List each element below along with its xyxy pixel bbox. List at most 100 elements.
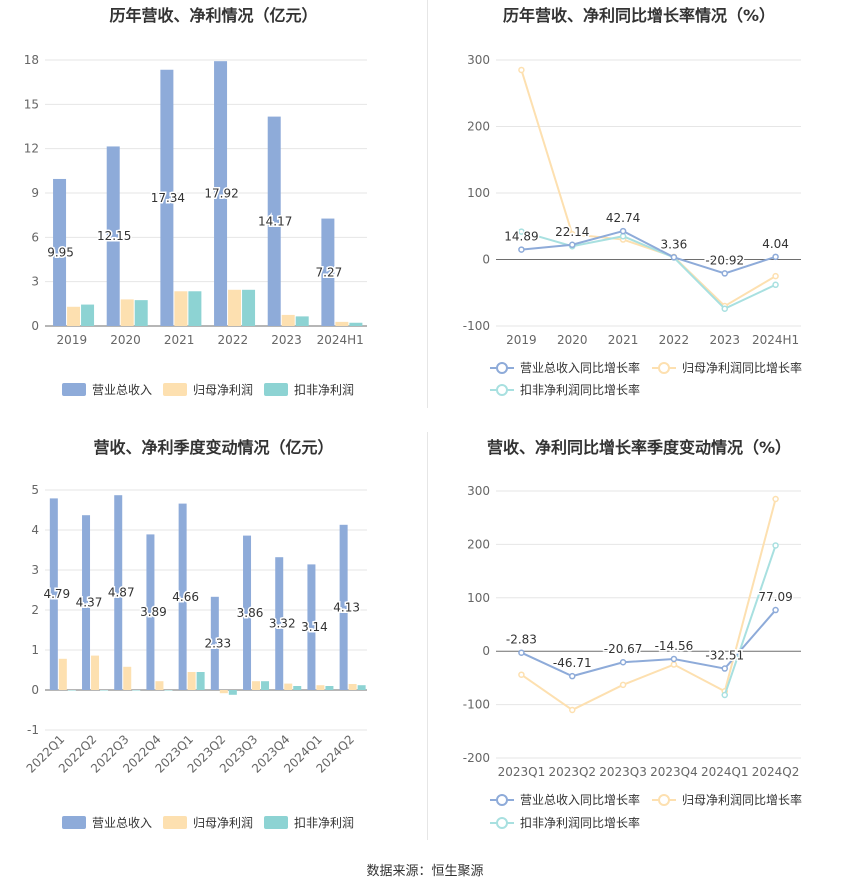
- bar-net-profit: [123, 666, 132, 690]
- x-tick-label: 2023Q3: [599, 765, 647, 779]
- legend-swatch: [163, 383, 187, 396]
- legend-label: 营业总收入: [92, 816, 152, 830]
- bar-revenue: [49, 498, 58, 690]
- bar-revenue: [106, 146, 120, 326]
- bar-value-label: 7.27: [316, 265, 343, 279]
- x-tick-label: 2020: [557, 333, 588, 347]
- line-value-label: 42.74: [606, 211, 640, 225]
- chart-svg: 营收、净利同比增长率季度变动情况（%） -200 -100 0 100 200 300 -2.…: [463, 438, 802, 830]
- y-tick-label: -1: [27, 723, 39, 737]
- legend-label: 归母净利润同比增长率: [682, 792, 802, 807]
- bar-deducted-profit: [295, 316, 309, 326]
- legend-label: 归母净利润: [193, 383, 253, 397]
- data-source-note: 数据来源：恒生聚源: [366, 864, 484, 879]
- bar-value-label: 9.95: [47, 245, 74, 259]
- bar-value-label: 3.86: [237, 606, 264, 620]
- y-tick-label: 100: [467, 186, 490, 200]
- series-line-deducted-profit: [521, 230, 777, 310]
- bar-value-label: 17.92: [204, 187, 238, 201]
- line-value-label: -20.92: [705, 253, 744, 267]
- bar-net-profit: [219, 690, 228, 694]
- legend-label: 归母净利润同比增长率: [682, 360, 802, 375]
- bar-deducted-profit: [325, 686, 334, 690]
- x-tick-label: 2023Q1: [498, 765, 546, 779]
- y-tick-label: 3: [31, 275, 39, 289]
- bar-value-label: 12.15: [97, 229, 131, 243]
- series-point: [569, 230, 576, 238]
- series-point: [518, 66, 525, 74]
- bar-revenue: [178, 503, 187, 690]
- series-line-net-profit: [520, 498, 777, 712]
- series-line-revenue: [520, 609, 777, 678]
- series-point: [721, 270, 728, 277]
- bar-revenue: [267, 116, 281, 326]
- bar-revenue: [114, 495, 123, 690]
- y-tick-label: 0: [482, 644, 490, 658]
- bar-deducted-profit: [242, 289, 256, 326]
- y-tick-label: 9: [31, 186, 39, 200]
- x-tick-label: 2020: [110, 333, 141, 347]
- y-tick-label: 15: [24, 97, 39, 111]
- series-point: [619, 681, 627, 689]
- bar-deducted-profit: [100, 690, 109, 691]
- x-tick-label: 2021: [164, 333, 195, 347]
- bar-deducted-profit: [261, 681, 270, 690]
- bar-value-label: 3.14: [301, 620, 328, 634]
- series-point: [721, 691, 728, 699]
- line-value-label: 3.36: [661, 237, 688, 251]
- series-point: [619, 658, 627, 666]
- y-tick-label: -100: [463, 319, 490, 333]
- bar-revenue: [275, 557, 284, 690]
- bar-net-profit: [67, 306, 81, 326]
- bar-value-label: 4.13: [333, 600, 360, 614]
- y-tick-label: 300: [467, 53, 490, 67]
- bar-deducted-profit: [134, 300, 148, 326]
- chart-svg: 历年营收、净利同比增长率情况（%） -100 0 100 200 300 14.89 22.1…: [463, 6, 802, 397]
- bar-revenue: [160, 69, 174, 327]
- bar-revenue: [146, 534, 155, 690]
- bar-net-profit: [281, 314, 295, 326]
- x-tick-label: 2023Q2: [548, 765, 596, 779]
- annual-revenue-profit-chart: 历年营收、净利情况（亿元） 0 3 6 9 12 15 18 9.95 2019 12.15 2020…: [0, 0, 427, 408]
- bar-value-label: 4.87: [108, 586, 135, 600]
- bar-net-profit: [284, 683, 293, 690]
- y-tick-label: 300: [467, 484, 490, 498]
- bar-net-profit: [155, 681, 164, 690]
- chart-svg: 历年营收、净利情况（亿元） 0 3 6 9 12 15 18 9.95 2019 12.15 2020…: [24, 6, 367, 397]
- y-tick-label: 3: [31, 563, 39, 577]
- series-point: [772, 542, 779, 549]
- series-line-net-profit: [520, 69, 777, 308]
- bar-net-profit: [174, 291, 188, 326]
- y-tick-label: -200: [463, 751, 490, 765]
- line-value-label: 14.89: [504, 230, 538, 244]
- bar-net-profit: [335, 321, 349, 326]
- bar-value-label: 14.17: [258, 214, 292, 228]
- line-value-label: -14.56: [655, 639, 694, 653]
- legend-swatch: [163, 816, 187, 829]
- series-point: [670, 661, 678, 668]
- bar-revenue: [339, 524, 348, 690]
- bar-revenue: [243, 535, 252, 690]
- legend-label: 营业总收入: [92, 383, 152, 397]
- line-value-label: 77.09: [758, 590, 792, 604]
- bar-value-label: 3.89: [140, 605, 167, 619]
- legend-label: 归母净利润: [193, 816, 253, 830]
- bar-net-profit: [228, 289, 242, 326]
- bar-deducted-profit: [164, 690, 173, 691]
- x-tick-label: 2024Q1: [701, 765, 749, 779]
- annual-growth-rate-chart: 历年营收、净利同比增长率情况（%） -100 0 100 200 300 14.89 22.1…: [428, 0, 850, 408]
- bar-deducted-profit: [293, 686, 302, 690]
- bar-deducted-profit: [196, 672, 205, 690]
- legend-swatch: [264, 816, 288, 829]
- legend-marker: [496, 817, 508, 829]
- legend-swatch: [264, 383, 288, 396]
- y-tick-label: 100: [467, 591, 490, 605]
- legend-marker: [496, 362, 508, 374]
- y-tick-label: 200: [467, 120, 490, 134]
- legend-marker: [658, 794, 670, 806]
- bar-net-profit: [187, 672, 196, 690]
- x-tick-label: 2023: [709, 333, 740, 347]
- bar-net-profit: [120, 299, 134, 326]
- legend-label: 营业总收入同比增长率: [520, 792, 640, 807]
- bar-value-label: 4.37: [76, 596, 103, 610]
